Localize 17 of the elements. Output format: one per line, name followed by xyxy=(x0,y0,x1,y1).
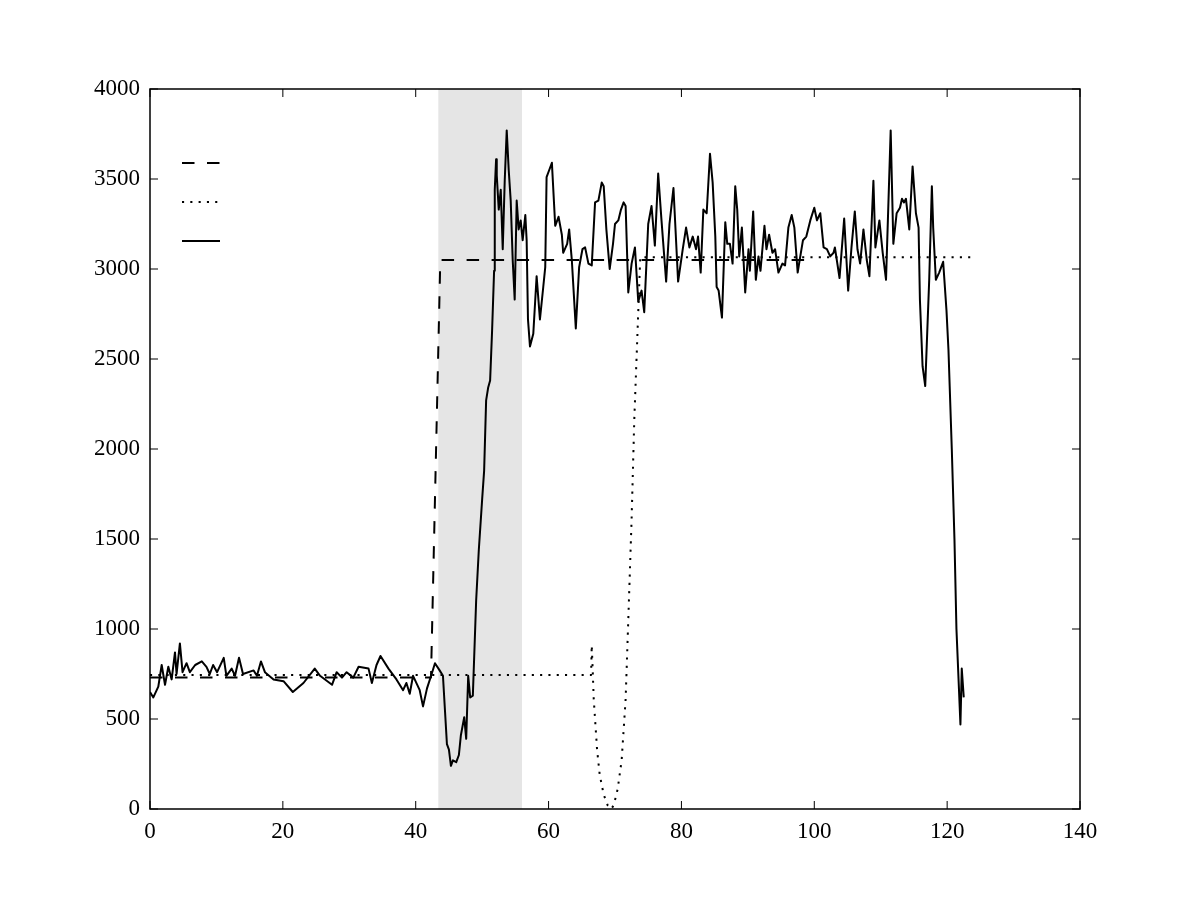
y-tick-label: 0 xyxy=(128,795,140,821)
x-tick-label: 40 xyxy=(404,817,428,843)
y-tick-label: 3500 xyxy=(94,165,140,191)
y-tick-label: 1000 xyxy=(94,615,140,641)
y-tick-label: 3000 xyxy=(94,255,140,281)
x-tick-label: 100 xyxy=(797,817,832,843)
y-tick-label: 4000 xyxy=(94,75,140,101)
y-tick-label: 1500 xyxy=(94,525,140,551)
x-tick-label: 80 xyxy=(669,817,693,843)
x-tick-label: 140 xyxy=(1062,817,1098,843)
y-tick-label: 2500 xyxy=(94,345,140,371)
y-tick-label: 500 xyxy=(105,705,140,731)
x-tick-label: 120 xyxy=(929,817,965,843)
x-tick-label: 0 xyxy=(144,817,156,843)
y-tick-label: 2000 xyxy=(94,435,140,461)
x-tick-label: 20 xyxy=(271,817,295,843)
x-tick-label: 60 xyxy=(537,817,561,843)
